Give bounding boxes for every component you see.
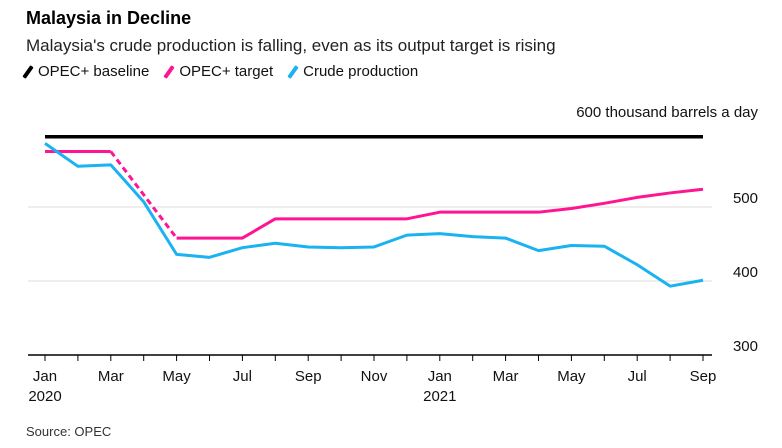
y-tick-label-300: 300: [733, 338, 758, 355]
legend-label-baseline: OPEC+ baseline: [38, 63, 150, 80]
x-tick-label-sep: Sep: [690, 368, 717, 385]
y-unit-label: 600 thousand barrels a day: [576, 104, 758, 121]
x-tick-label-may: May: [557, 368, 586, 385]
legend-label-production: Crude production: [303, 63, 419, 80]
x-tick-label-jul: Jul: [628, 368, 647, 385]
series-lines: [44, 134, 704, 288]
x-tick-label-mar: Mar: [493, 368, 519, 385]
x-tick-label-may: May: [162, 368, 191, 385]
legend-label-target: OPEC+ target: [179, 63, 274, 80]
series-opec-target-solid-end: [176, 187, 704, 240]
x-tick-label-jul: Jul: [233, 368, 252, 385]
x-tick-label-sep: Sep: [295, 368, 322, 385]
x-axis-labels: Jan 2020 Mar May Jul Sep Nov Jan 2021 Mar May Jul Se…: [28, 368, 716, 405]
legend-item-production: Crude production: [287, 63, 419, 80]
x-tick-label-jan-2020: Jan: [33, 368, 57, 385]
y-tick-label-500: 500: [733, 190, 758, 207]
x-tick-year-2020: 2020: [28, 388, 61, 405]
x-tick-label-mar: Mar: [98, 368, 124, 385]
legend: OPEC+ baseline OPEC+ target Crude produc…: [22, 63, 436, 80]
chart-subtitle: Malaysia's crude production is falling, …: [26, 36, 556, 55]
chart-title: Malaysia in Decline: [26, 8, 192, 28]
y-tick-label-400: 400: [733, 264, 758, 281]
legend-item-target: OPEC+ target: [163, 63, 274, 80]
x-tick-year-2021: 2021: [423, 388, 456, 405]
series-opec-target-dashed: [109, 150, 178, 239]
y-axis-labels: 300 400 500 600 thousand barrels a day: [576, 104, 758, 355]
legend-item-baseline: OPEC+ baseline: [22, 63, 150, 80]
gridlines: [28, 206, 712, 282]
x-tick-label-jan-2021: Jan: [428, 368, 452, 385]
x-axis: [28, 354, 712, 361]
source-note: Source: OPEC: [26, 424, 112, 439]
x-tick-label-nov: Nov: [361, 368, 388, 385]
series-crude-production: [44, 142, 704, 288]
